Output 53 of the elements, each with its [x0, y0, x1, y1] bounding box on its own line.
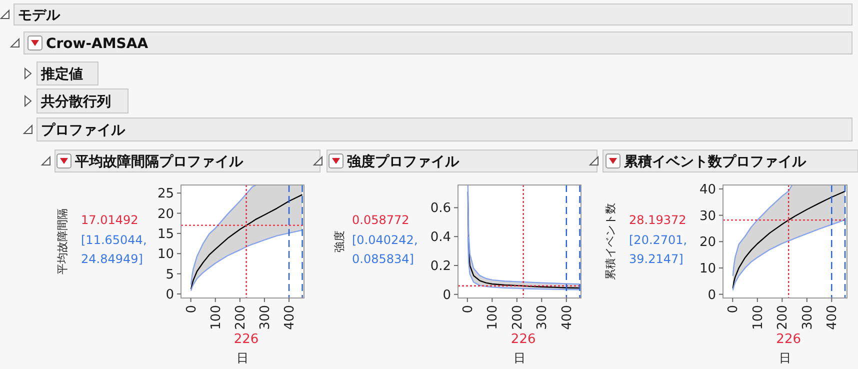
- chart-title: 累積イベント数プロファイル: [623, 153, 807, 170]
- x-tick-label: 300: [535, 305, 550, 330]
- x-tick-label: 300: [800, 305, 816, 330]
- y-tick-label: 10: [699, 261, 716, 276]
- ref-line-label: 226: [234, 332, 259, 347]
- ref-line-label: 17.01492: [81, 213, 138, 227]
- text: [0.040242, 0.085834]: [352, 233, 418, 266]
- x-tick-label: 200: [510, 305, 526, 330]
- x-tick-label: 400: [282, 305, 298, 330]
- x-axis-title: 日: [236, 351, 248, 365]
- x-tick-label: 100: [750, 305, 766, 330]
- chart-title: 強度プロファイル: [347, 153, 460, 170]
- y-axis-title: 累積イベント数: [604, 203, 617, 280]
- text: [11.65044, 24.84949]: [81, 233, 147, 266]
- y-axis-title: 強度: [333, 230, 346, 252]
- y-tick-label: 0.2: [430, 258, 451, 274]
- x-tick-label: 0: [460, 305, 476, 314]
- x-tick-label: 200: [776, 305, 791, 330]
- y-tick-label: 40: [699, 182, 716, 198]
- x-tick-label: 100: [486, 305, 501, 330]
- x-axis-title: 日: [779, 351, 791, 365]
- y-tick-label: 30: [699, 208, 716, 224]
- y-tick-label: 0: [708, 288, 716, 303]
- y-tick-label: 0.4: [430, 230, 451, 246]
- y-tick-label: 0.6: [430, 201, 451, 216]
- y-tick-label: 20: [699, 235, 716, 250]
- text: 共分散行列: [41, 94, 111, 110]
- ref-line-label: 28.19372: [629, 213, 686, 227]
- y-tick-label: 0: [442, 288, 451, 303]
- x-tick-label: 400: [825, 305, 840, 330]
- x-axis-title: 日: [514, 351, 526, 365]
- x-tick-label: 100: [208, 305, 224, 330]
- x-tick-label: 200: [233, 305, 248, 330]
- chart-title: 平均故障間隔プロファイル: [74, 153, 244, 170]
- y-tick-label: 15: [157, 226, 174, 242]
- x-tick-label: 400: [560, 305, 575, 330]
- y-axis-title: 平均故障間隔: [56, 208, 69, 274]
- y-tick-label: 20: [157, 206, 174, 222]
- y-tick-label: 5: [166, 267, 174, 282]
- x-tick-label: 0: [184, 305, 200, 314]
- text: [20.2701, 39.2147]: [629, 233, 688, 266]
- ref-line-label: 226: [510, 332, 536, 347]
- text: Crow-AMSAA: [46, 36, 148, 52]
- ref-line-label: 0.058772: [352, 213, 410, 227]
- ref-line-label: 226: [776, 332, 802, 347]
- text: 推定値: [41, 66, 83, 82]
- x-tick-label: 300: [258, 305, 273, 330]
- x-tick-label: 0: [726, 305, 742, 314]
- y-tick-label: 25: [157, 186, 174, 202]
- text: モデル: [18, 8, 60, 24]
- y-tick-label: 10: [157, 247, 174, 262]
- text: プロファイル: [41, 122, 125, 138]
- y-tick-label: 0: [166, 287, 174, 302]
